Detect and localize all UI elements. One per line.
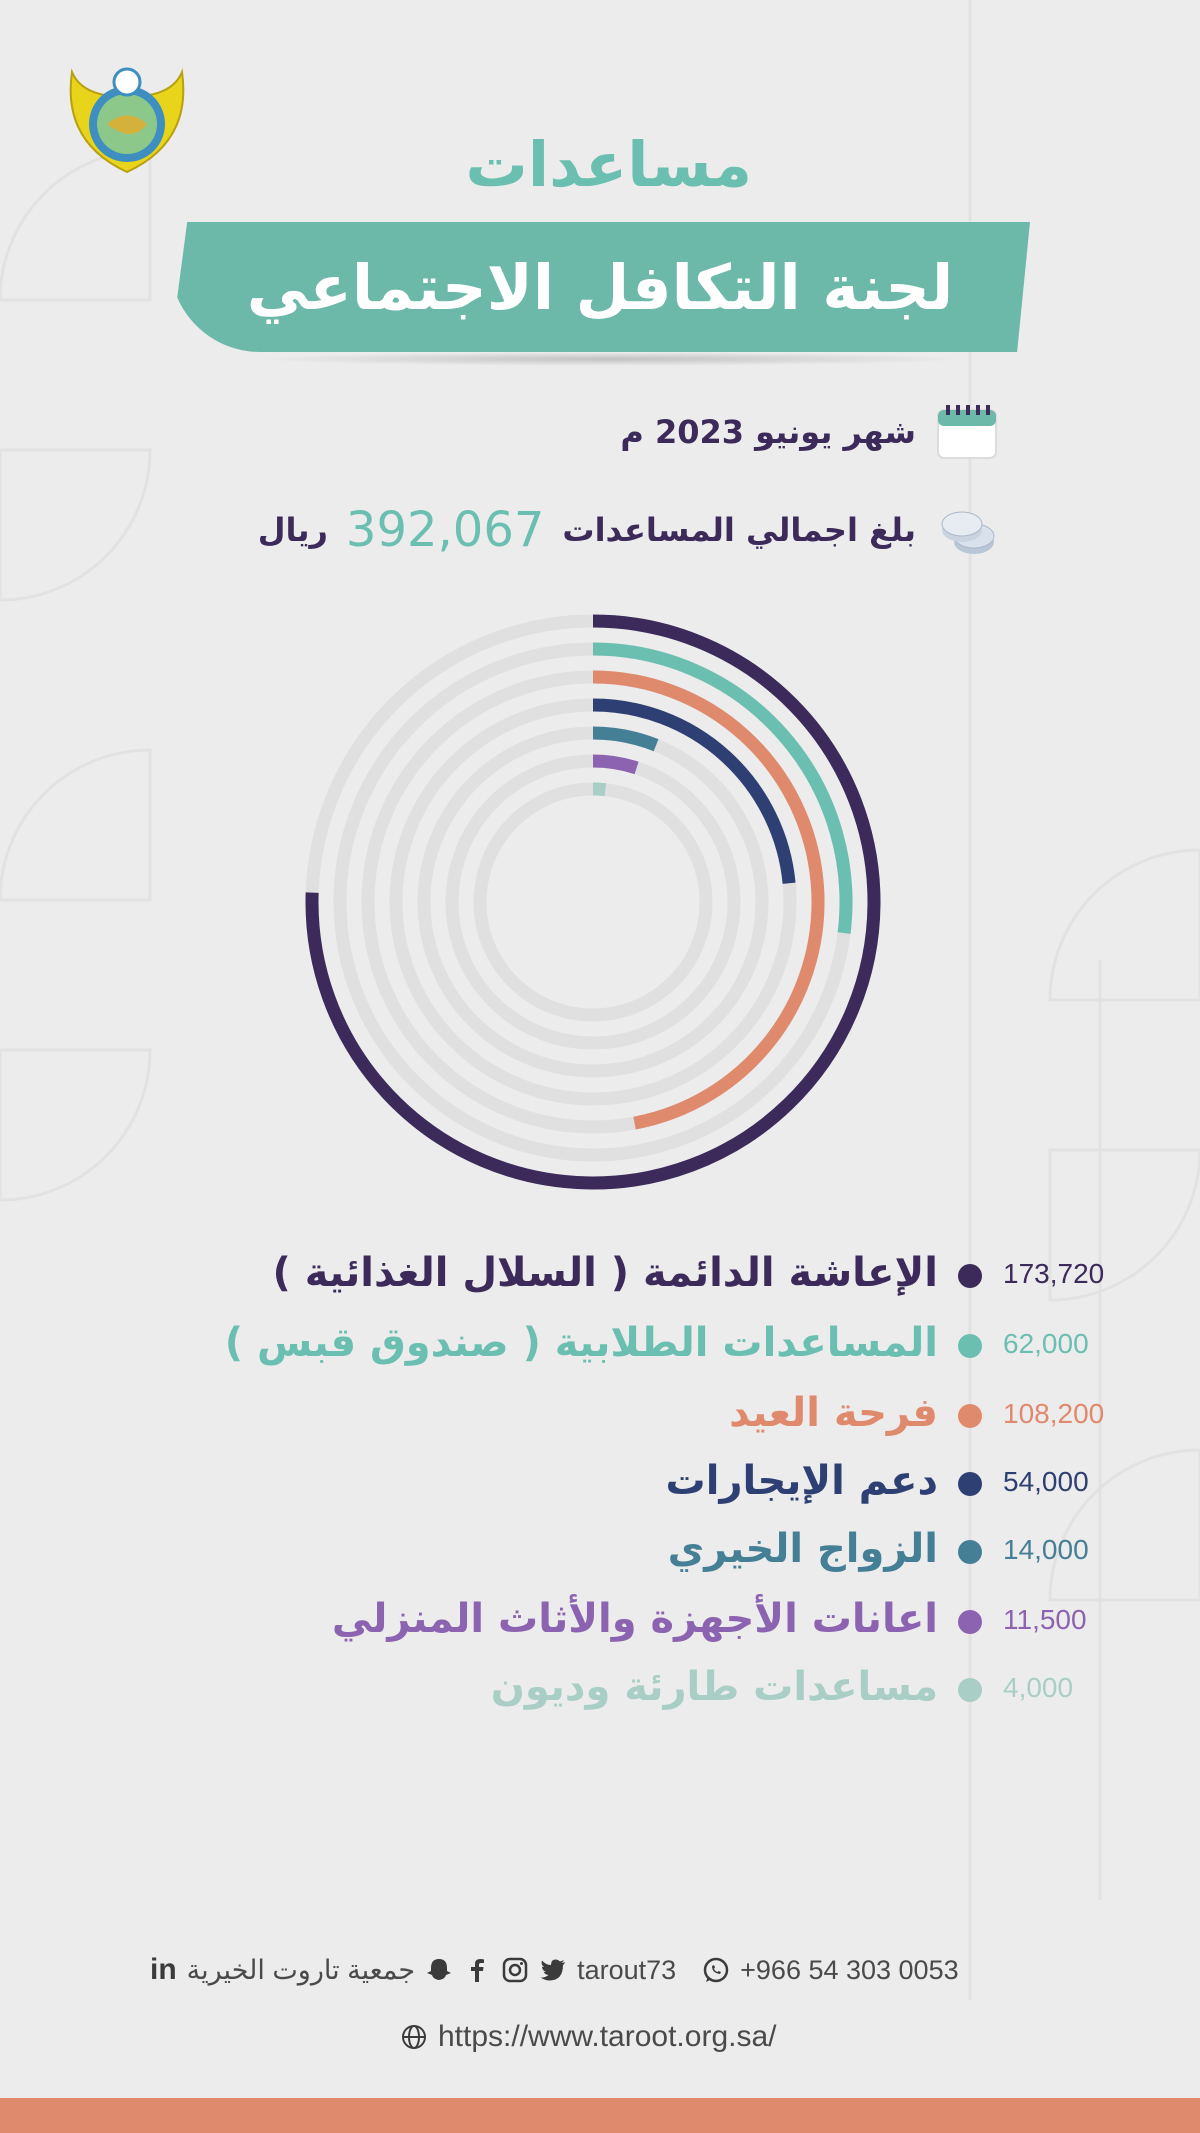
instagram-icon[interactable] [501, 1956, 529, 1984]
legend-label: مساعدات طارئة وديون [490, 1664, 938, 1710]
twitter-icon[interactable] [539, 1956, 567, 1984]
chart-bar-3 [592, 698, 796, 884]
calendar-icon [937, 405, 997, 459]
legend-value: 54,000 [1003, 1466, 1089, 1497]
legend-dot [958, 1678, 982, 1702]
website-link[interactable]: https://www.taroot.org.sa/ [438, 2020, 777, 2053]
legend-value: 4,000 [1003, 1672, 1074, 1703]
legend-label: الإعاشة الدائمة ( السلال الغذائية ) [272, 1250, 938, 1296]
footer-contacts: in جمعية تاروت الخيرية tarout73 +966 54 … [150, 1950, 1050, 1990]
total-label: بلغ اجمالي المساعدات [562, 511, 916, 549]
legend-value: 173,720 [1003, 1258, 1105, 1289]
social-handle: tarout73 [577, 1954, 677, 1985]
month-text: شهر يونيو 2023 م [620, 413, 916, 451]
legend-label: اعانات الأجهزة والأثاث المنزلي [331, 1596, 938, 1642]
page-title: مساعدات [465, 128, 752, 201]
whatsapp-icon[interactable] [702, 1956, 730, 1984]
legend-value: 62,000 [1003, 1328, 1089, 1359]
facebook-icon[interactable] [463, 1956, 491, 1984]
legend-item: اعانات الأجهزة والأثاث المنزلي 11,500 [0, 1596, 1200, 1646]
linkedin-icon[interactable]: in [150, 1953, 177, 1986]
legend-value: 108,200 [1003, 1398, 1105, 1429]
org-name: جمعية تاروت الخيرية [186, 1954, 416, 1985]
chart-bar-6 [592, 782, 607, 797]
charity-logo [69, 67, 185, 174]
legend-label: دعم الإيجارات [665, 1458, 938, 1504]
legend-value: 11,500 [1003, 1604, 1087, 1635]
legend-value: 14,000 [1003, 1534, 1089, 1565]
legend-dot [958, 1334, 982, 1358]
chart-track-6 [473, 782, 713, 1022]
chart-bar-0 [305, 614, 881, 1190]
chart-track-5 [445, 754, 741, 1050]
legend-item: فرحة العيد 108,200 [0, 1390, 1200, 1440]
chart-bar-4 [592, 726, 659, 752]
total-value: 392,067 [345, 502, 545, 558]
banner-title: لجنة التكافل الاجتماعي [246, 250, 954, 324]
legend-item: مساعدات طارئة وديون 4,000 [0, 1664, 1200, 1714]
snapchat-icon[interactable] [425, 1956, 453, 1984]
radial-bar-chart [305, 614, 881, 1190]
phone-number: +966 54 303 0053 [740, 1954, 959, 1985]
legend-dot [958, 1404, 982, 1428]
globe-icon [402, 2025, 426, 2049]
month-row: شهر يونيو 2023 م [620, 402, 1000, 462]
legend-dot [958, 1264, 982, 1288]
coins-icon [941, 511, 995, 554]
legend-dot [958, 1540, 982, 1564]
bottom-bar [0, 2098, 1200, 2133]
banner-shadow [250, 352, 970, 366]
legend-label: فرحة العيد [729, 1390, 938, 1436]
website-row: https://www.taroot.org.sa/ [400, 2020, 776, 2054]
legend-label: المساعدات الطلابية ( صندوق قبس ) [224, 1320, 938, 1366]
total-row: بلغ اجمالي المساعدات 392,067 ريال [258, 500, 1000, 560]
legend-item: المساعدات الطلابية ( صندوق قبس ) 62,000 [0, 1320, 1200, 1370]
chart-bar-2 [592, 670, 825, 1130]
legend-item: الإعاشة الدائمة ( السلال الغذائية ) 173,7… [0, 1250, 1200, 1300]
chart-bar-5 [592, 754, 639, 775]
legend-label: الزواج الخيري [667, 1526, 938, 1572]
legend-dot [958, 1610, 982, 1634]
currency-label: ريال [257, 511, 328, 549]
chart-bar-1 [592, 642, 853, 934]
title-banner: لجنة التكافل الاجتماعي [170, 222, 1030, 352]
legend-item: الزواج الخيري 14,000 [0, 1526, 1200, 1576]
legend-dot [958, 1472, 982, 1496]
legend-item: دعم الإيجارات 54,000 [0, 1458, 1200, 1508]
